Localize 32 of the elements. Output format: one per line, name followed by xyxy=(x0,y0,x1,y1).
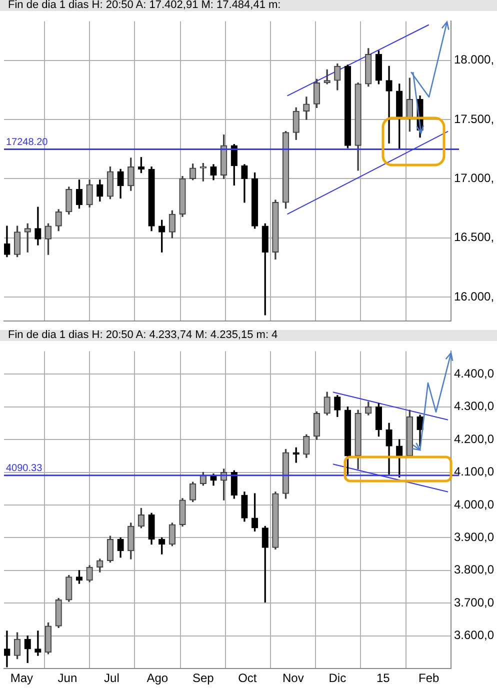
x-tick-label: Oct xyxy=(238,671,258,686)
y-tick-label: 4.100,0 xyxy=(454,464,494,479)
y-tick-label: 3.700,0 xyxy=(454,595,494,610)
y-tick-label: 3.800,0 xyxy=(454,562,494,577)
x-tick-label: 15 xyxy=(376,671,390,686)
y-tick-label: 17.500, xyxy=(454,112,494,126)
y-tick-label: 4.400,0 xyxy=(454,366,494,380)
y-tick-label: 16.000, xyxy=(454,289,494,304)
candlestick xyxy=(34,630,42,656)
x-tick-label: Nov xyxy=(282,671,304,686)
y-tick-label: 4.000,0 xyxy=(454,497,494,512)
y-tick-label: 4.200,0 xyxy=(454,432,494,446)
y-tick-label: 17.000, xyxy=(454,171,494,186)
x-tick-label: May xyxy=(10,671,34,686)
x-tick-label: Jul xyxy=(104,671,120,686)
x-tick-label: Dic xyxy=(328,671,346,686)
x-tick-label: Feb xyxy=(418,671,440,686)
y-tick-label: 4.300,0 xyxy=(454,399,494,414)
y-tick-label: 18.000, xyxy=(454,52,494,67)
y-tick-label: 3.900,0 xyxy=(454,530,494,544)
candlestick xyxy=(4,630,10,668)
chart-title: Fin de dia 1 dias H: 20:50 A: 17.402,91 M: 17.484,41 m: xyxy=(0,0,497,11)
x-tick-label: Jun xyxy=(58,671,78,686)
ref-line-label: 4090.33 xyxy=(6,463,43,474)
candlestick xyxy=(324,69,330,84)
y-tick-label: 16.500, xyxy=(454,230,494,244)
y-tick-label: 3.600,0 xyxy=(454,628,494,642)
x-tick-label: Ago xyxy=(146,671,168,686)
chart-title: Fin de dia 1 dias H: 20:50 A: 4.233,74 M: 4.235,15 m: 4 xyxy=(0,329,497,341)
candlestick xyxy=(386,66,392,144)
ref-line-label: 17248.20 xyxy=(6,137,48,148)
x-tick-label: Sep xyxy=(192,671,214,686)
